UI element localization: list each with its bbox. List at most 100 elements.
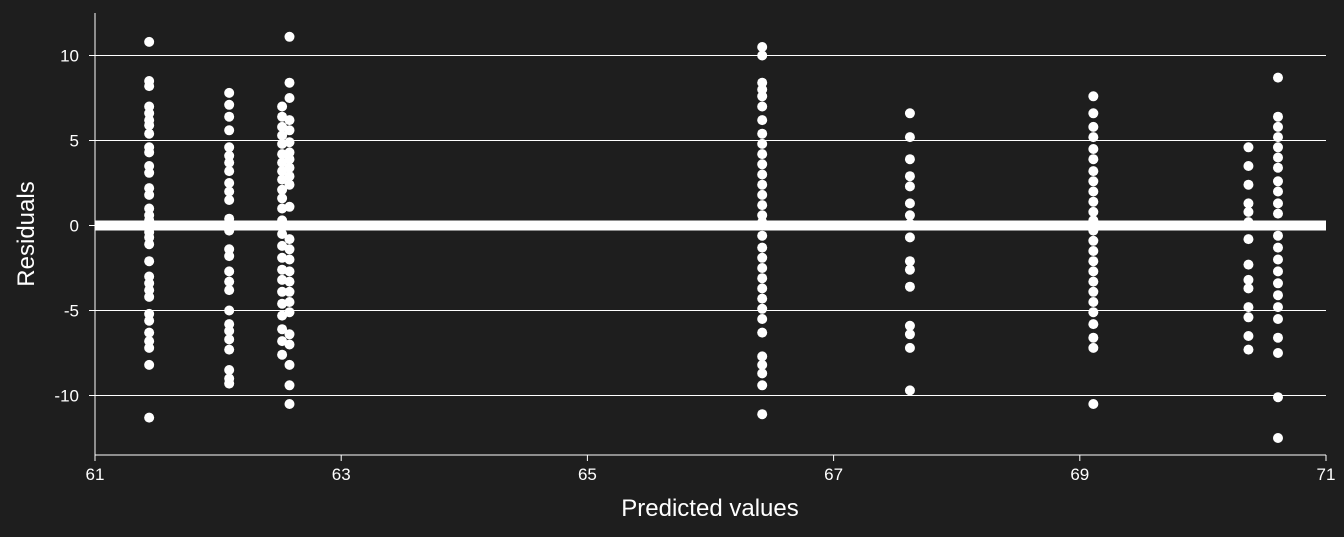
data-point [1272, 332, 1283, 343]
data-point [757, 327, 768, 338]
data-point [224, 125, 235, 136]
data-point [144, 412, 155, 423]
data-point [144, 239, 155, 250]
data-point [757, 159, 768, 170]
data-point [904, 198, 915, 209]
data-point [904, 281, 915, 292]
data-point [224, 111, 235, 122]
y-tick-label: 5 [70, 132, 79, 151]
data-point [1243, 161, 1254, 171]
data-point [224, 166, 235, 177]
data-point [224, 195, 235, 205]
axes [89, 13, 1327, 461]
data-point [284, 179, 295, 190]
data-point [284, 399, 295, 409]
data-point [904, 210, 915, 221]
data-point [1272, 111, 1283, 122]
data-point [284, 77, 295, 88]
data-point [1243, 259, 1254, 270]
data-point [1088, 266, 1099, 277]
data-point [757, 138, 768, 149]
data-point [1243, 198, 1254, 209]
data-point [224, 285, 235, 296]
data-point [757, 101, 768, 112]
data-point [144, 189, 155, 200]
data-point [1243, 142, 1254, 153]
tick-labels: 10 5 0 -5 -10 61 63 65 67 69 71 [54, 47, 1335, 485]
data-point [284, 244, 295, 255]
data-point [1272, 142, 1283, 153]
data-point [277, 101, 288, 112]
data-point [757, 179, 768, 190]
data-point [284, 329, 295, 340]
data-point [284, 276, 295, 287]
data-point [1088, 215, 1099, 226]
data-point [757, 200, 768, 211]
data-point [904, 320, 915, 331]
data-point [1088, 196, 1099, 207]
data-point [1088, 235, 1099, 246]
data-point [1088, 121, 1099, 132]
data-point [277, 349, 288, 360]
data-point [1272, 348, 1283, 358]
data-point [277, 286, 288, 297]
data-point [144, 359, 155, 370]
data-point [1088, 186, 1099, 197]
data-point [757, 409, 768, 420]
data-point [757, 263, 768, 273]
data-point [224, 325, 235, 336]
data-point [904, 154, 915, 165]
data-point [144, 167, 155, 178]
data-point [1088, 206, 1099, 217]
data-point [1272, 162, 1283, 173]
data-point [284, 307, 295, 318]
data-point [224, 157, 235, 168]
x-tick-label: 63 [332, 465, 351, 484]
data-point [284, 380, 295, 391]
data-point [144, 215, 155, 226]
data-point [1088, 332, 1099, 343]
data-point [757, 252, 768, 263]
data-point [904, 132, 915, 143]
data-point [284, 286, 295, 297]
data-point [284, 234, 295, 245]
data-point [277, 229, 288, 239]
data-point [1243, 274, 1254, 285]
data-point [904, 385, 915, 396]
data-point [757, 91, 768, 102]
data-point [284, 93, 295, 103]
grid-lines [95, 55, 1326, 396]
data-point [284, 359, 295, 370]
data-point [1272, 132, 1283, 143]
data-point [224, 99, 235, 110]
data-point [1272, 152, 1283, 163]
y-tick-label: 0 [70, 217, 79, 236]
data-point [757, 359, 768, 370]
data-point [904, 218, 915, 229]
data-point [1272, 72, 1283, 83]
data-point [1272, 208, 1283, 219]
data-point [1243, 331, 1254, 341]
data-point [1088, 276, 1099, 287]
y-tick-label: -5 [64, 302, 79, 321]
data-point [144, 315, 155, 326]
data-point [284, 339, 295, 350]
x-tick-label: 67 [824, 465, 843, 484]
data-point [1243, 344, 1254, 355]
data-point [224, 365, 235, 375]
data-point [224, 225, 235, 236]
data-point [284, 171, 295, 182]
data-point [1272, 230, 1283, 241]
data-point [757, 169, 768, 180]
data-point [757, 217, 768, 228]
data-point [1088, 91, 1099, 102]
data-point [284, 154, 295, 165]
data-point [904, 342, 915, 353]
data-point [224, 142, 235, 153]
data-point [224, 266, 235, 277]
data-point [757, 115, 768, 126]
data-point [904, 329, 915, 340]
data-point [1243, 206, 1254, 217]
data-point [144, 256, 155, 267]
data-point [1272, 290, 1283, 301]
